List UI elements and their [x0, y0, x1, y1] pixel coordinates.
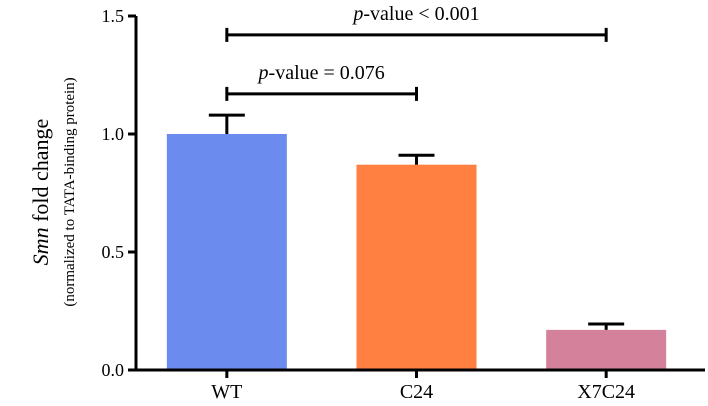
significance-bracket-1: p-value = 0.076	[225, 62, 418, 101]
y-tick-label-1: 0.5	[102, 242, 125, 262]
y-axis-label: Smn fold change (normalized to TATA-bind…	[28, 77, 78, 306]
bar-wt	[166, 134, 287, 370]
x-tick-label-wt: WT	[211, 381, 242, 403]
x-tick-label-c24: C24	[400, 381, 433, 403]
y-axis-title-suffix: fold change	[28, 119, 53, 228]
p-value-prefix-0: p	[351, 3, 363, 25]
axes	[134, 16, 705, 372]
x-tick-label-x7c24: X7C24	[577, 381, 635, 403]
error-bars	[208, 113, 625, 330]
bar-x7c24	[546, 329, 667, 370]
y-tick-label-0: 0.0	[102, 360, 125, 380]
y-axis-title-gene: Smn	[28, 227, 53, 265]
bars	[166, 134, 667, 370]
p-value-label-0: p-value < 0.001	[351, 3, 479, 25]
significance-bracket-0: p-value < 0.001	[225, 3, 608, 42]
x-tick-labels: WT C24 X7C24	[211, 370, 635, 403]
y-axis-subtitle: (normalized to TATA-binding protein)	[62, 77, 78, 306]
p-value-prefix-1: p	[257, 62, 269, 84]
y-ticks: 0.0 0.5 1.0 1.5	[102, 6, 136, 380]
p-value-text-1: -value = 0.076	[269, 62, 385, 84]
p-value-text-0: -value < 0.001	[363, 3, 479, 25]
y-tick-label-3: 1.5	[102, 6, 125, 26]
bar-c24	[356, 164, 477, 370]
p-value-label-1: p-value = 0.076	[257, 62, 385, 84]
y-axis-title: Smn fold change	[28, 119, 53, 266]
y-tick-label-2: 1.0	[102, 124, 125, 144]
